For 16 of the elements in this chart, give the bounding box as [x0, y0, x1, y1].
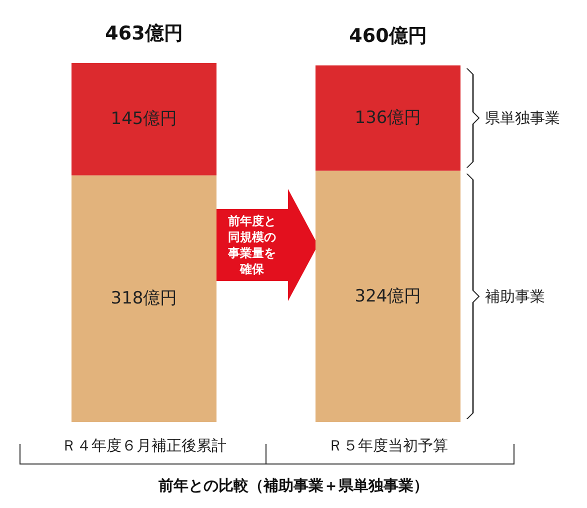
bar	[72, 63, 216, 176]
annotation: 前年度と同規模の事業量を確保	[227, 214, 276, 276]
x-tick-label: Ｒ５年度当初予算	[328, 436, 448, 454]
bar	[72, 175, 216, 422]
data-label: 318億円	[110, 288, 178, 309]
text: 前年との比較（補助事業＋県単独事業）	[158, 476, 428, 494]
series-label: 補助事業	[485, 287, 545, 306]
total-label: 463億円	[105, 22, 183, 44]
bar	[316, 65, 460, 171]
bar	[316, 170, 460, 422]
total-label: 460億円	[349, 24, 427, 47]
data-label: 136億円	[354, 108, 422, 128]
x-tick-label: Ｒ４年度６月補正後累計	[62, 436, 226, 454]
data-label: 324億円	[354, 286, 422, 306]
data-label: 145億円	[110, 109, 178, 130]
series-label: 県単独事業	[485, 109, 560, 128]
